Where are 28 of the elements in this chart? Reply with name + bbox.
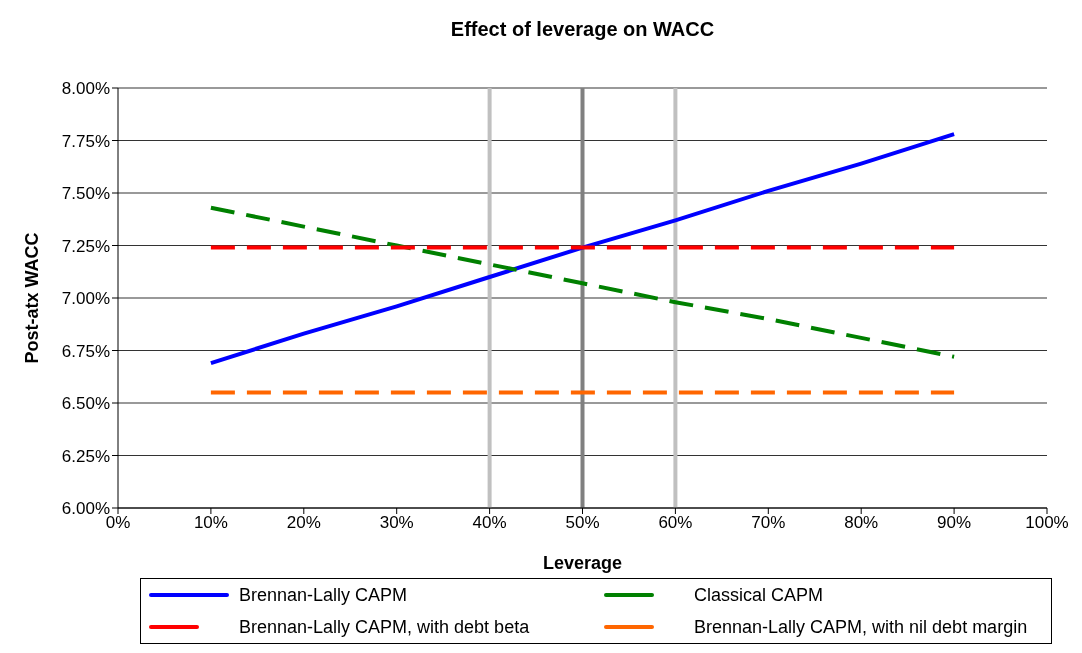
x-axis-title: Leverage	[541, 553, 624, 574]
chart-title: Effect of leverage on WACC	[449, 18, 716, 41]
y-tick-label: 7.25%	[61, 236, 110, 256]
y-tick-label: 8.00%	[61, 79, 110, 99]
legend-label: Brennan-Lally CAPM, with debt beta	[239, 616, 530, 638]
x-tick-label: 0%	[105, 513, 131, 533]
x-tick-label: 100%	[1025, 513, 1069, 533]
y-axis-title: Post-atx WACC	[21, 232, 43, 364]
x-tick-label: 90%	[937, 513, 972, 533]
x-tick-label: 30%	[379, 513, 414, 533]
x-tick-label: 10%	[193, 513, 228, 533]
x-tick-label: 40%	[472, 513, 507, 533]
y-tick-label: 6.25%	[61, 446, 110, 466]
legend-label: Brennan-Lally CAPM	[239, 584, 408, 606]
x-tick-label: 60%	[658, 513, 693, 533]
y-tick-label: 7.50%	[61, 184, 110, 204]
x-tick-label: 70%	[751, 513, 786, 533]
legend-label: Brennan-Lally CAPM, with nil debt margin	[694, 616, 1028, 638]
legend-label: Classical CAPM	[694, 584, 824, 606]
x-tick-label: 20%	[286, 513, 321, 533]
y-tick-label: 7.75%	[61, 131, 110, 151]
x-tick-label: 80%	[844, 513, 879, 533]
y-tick-label: 7.00%	[61, 289, 110, 309]
y-tick-label: 6.50%	[61, 394, 110, 414]
line-series	[208, 132, 957, 366]
x-tick-label: 50%	[565, 513, 600, 533]
y-tick-label: 6.75%	[61, 341, 110, 361]
line-series	[208, 205, 957, 359]
